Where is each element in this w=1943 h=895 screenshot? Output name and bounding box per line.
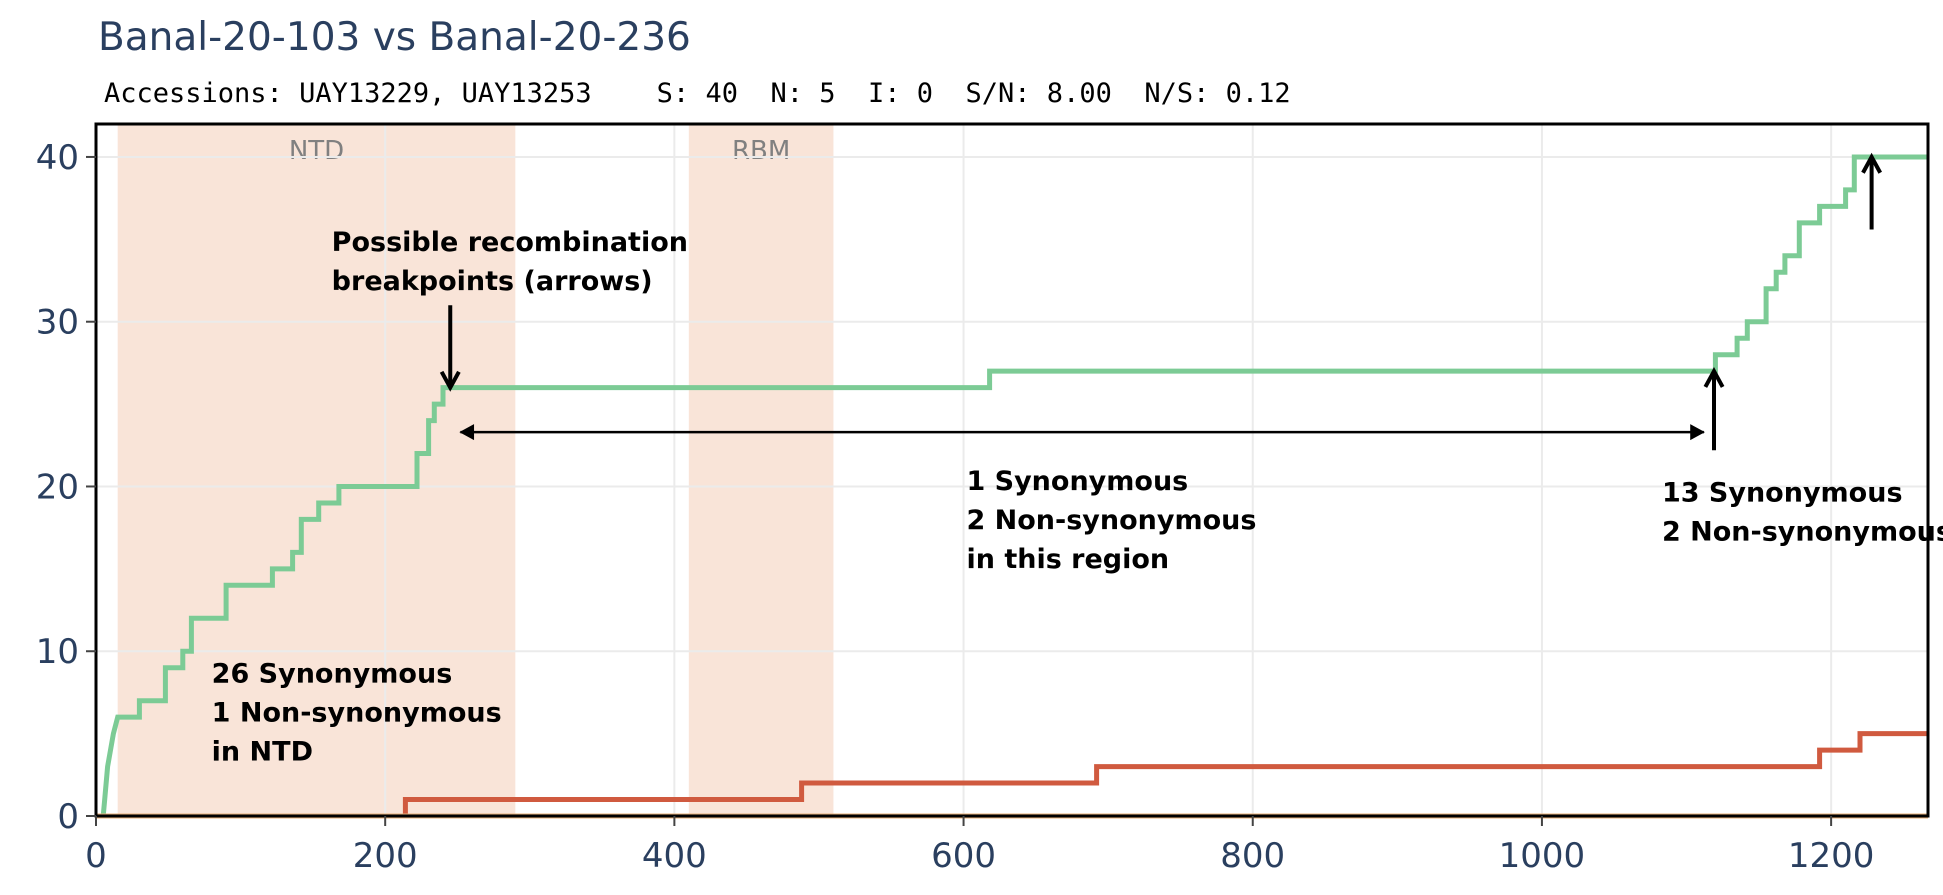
region-band-ntd bbox=[117, 124, 516, 816]
x-tick-label: 0 bbox=[85, 836, 107, 876]
annotation-notes: Possible recombination breakpoints (arrow… bbox=[212, 227, 1943, 768]
region-band-rbm bbox=[688, 124, 834, 816]
annotation-line: Possible recombination bbox=[332, 227, 688, 258]
double-arrow-head-left bbox=[459, 424, 475, 441]
x-tick-label: 1200 bbox=[1788, 836, 1875, 876]
axis-ticks: 0 200 400 600 800 1000 1200 0 10 20 30 40 bbox=[36, 138, 1875, 876]
annotation-line: breakpoints (arrows) bbox=[332, 266, 653, 297]
double-arrow-head-right bbox=[1690, 424, 1705, 441]
series-line-2 bbox=[96, 731, 1928, 819]
region-label-ntd: NTD bbox=[289, 136, 344, 166]
y-tick-label: 40 bbox=[36, 138, 79, 178]
grid-lines bbox=[96, 124, 1928, 816]
x-tick-label: 800 bbox=[1220, 836, 1285, 876]
x-tick-label: 600 bbox=[931, 836, 996, 876]
annotation-note-2: 1 Synonymous 2 Non-synonymous in this regi… bbox=[966, 466, 1256, 575]
annotation-line: 1 Non-synonymous bbox=[212, 698, 502, 729]
annotation-arrows bbox=[439, 152, 1882, 451]
breakpoint-arrow-head-1 bbox=[439, 370, 461, 392]
annotation-note-3: 13 Synonymous 2 Non-synonymous bbox=[1662, 477, 1943, 547]
chart-title: Banal-20-103 vs Banal-20-236 bbox=[98, 15, 691, 60]
genome-regions: NTD RBM bbox=[117, 124, 834, 816]
x-tick-label: 200 bbox=[353, 836, 418, 876]
chart-subtitle: Accessions: UAY13229, UAY13253 S: 40 N: … bbox=[104, 78, 1291, 109]
x-tick-label: 1000 bbox=[1499, 836, 1586, 876]
annotation-line: 13 Synonymous bbox=[1662, 477, 1903, 508]
plot-frame bbox=[94, 122, 1930, 818]
annotation-line: 26 Synonymous bbox=[212, 659, 453, 690]
annotation-note-1: Possible recombination breakpoints (arrow… bbox=[332, 227, 688, 297]
annotation-line: 1 Synonymous bbox=[966, 466, 1188, 497]
annotation-line: 2 Non-synonymous bbox=[966, 505, 1256, 536]
y-tick-label: 30 bbox=[36, 303, 79, 343]
y-tick-label: 20 bbox=[36, 467, 79, 507]
y-tick-label: 0 bbox=[57, 797, 79, 837]
breakpoint-arrow-head-3 bbox=[1861, 152, 1882, 174]
annotation-line: in this region bbox=[966, 544, 1169, 575]
breakpoint-arrow-head-2 bbox=[1703, 366, 1725, 388]
region-label-rbm: RBM bbox=[732, 136, 790, 166]
annotation-line: 2 Non-synonymous bbox=[1662, 516, 1943, 547]
x-tick-label: 400 bbox=[642, 836, 707, 876]
series-line-1 bbox=[100, 154, 1928, 817]
annotation-note-4: 26 Synonymous 1 Non-synonymous in NTD bbox=[212, 659, 502, 768]
annotation-line: in NTD bbox=[212, 737, 313, 768]
y-tick-label: 10 bbox=[36, 632, 79, 672]
